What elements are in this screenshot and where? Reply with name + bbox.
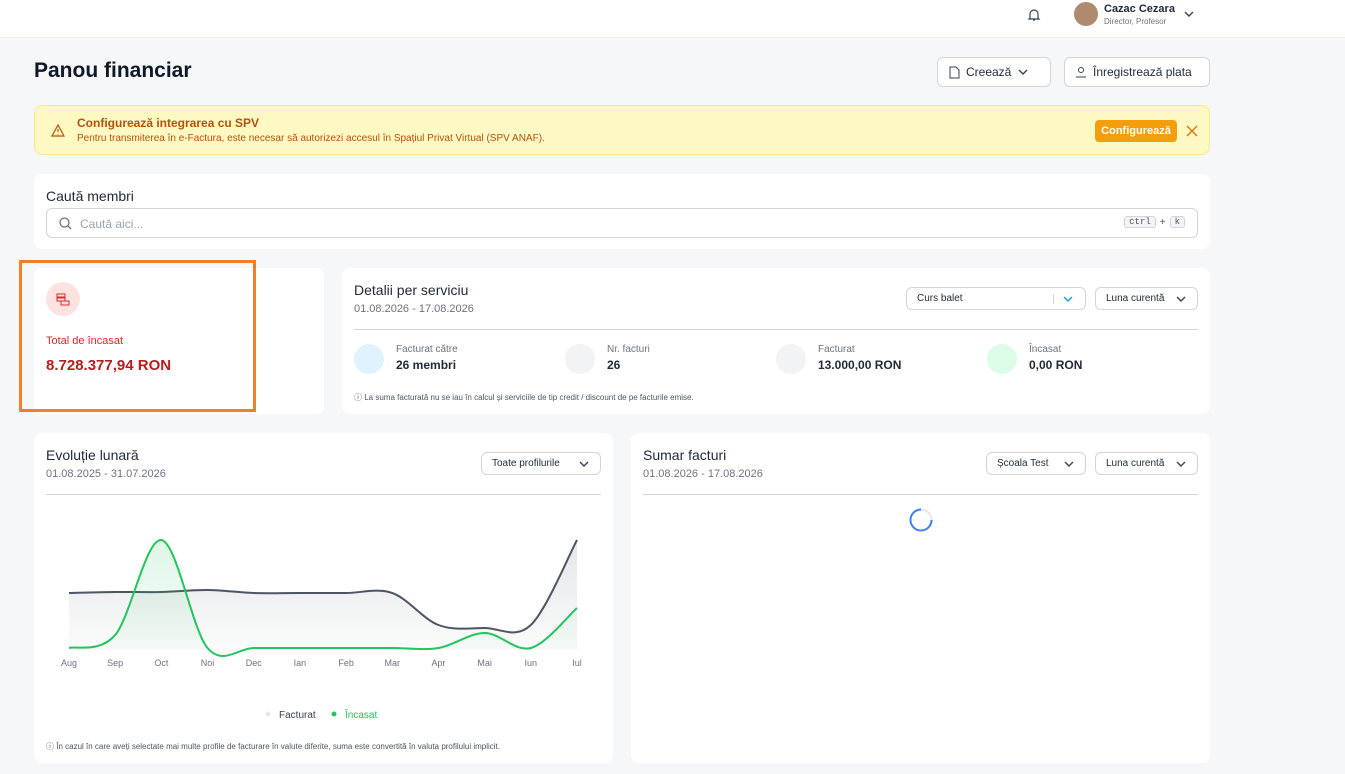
- create-button[interactable]: Creează: [937, 57, 1051, 87]
- note-text: La suma facturată nu se iau în calcul și…: [364, 393, 694, 402]
- period-select[interactable]: Luna curentă: [1095, 287, 1198, 310]
- line-chart: Aug Sep Oct Noi Dec Ian Feb Mar Apr Mai Iun Iul Fact…: [61, 539, 582, 721]
- spinner: [909, 508, 933, 532]
- period-select[interactable]: Luna curentă: [1095, 452, 1198, 475]
- plus: +: [1159, 216, 1166, 228]
- shortcut: ctrl + k: [1124, 216, 1185, 228]
- select-label: Curs balet: [917, 293, 963, 304]
- stat-value: 13.000,00 RON: [818, 358, 902, 372]
- stat-label: Facturat: [818, 344, 855, 355]
- invoice-summary-card: Sumar facturi 01.08.2026 - 17.08.2026 Șc…: [631, 433, 1210, 763]
- coins-icon: [46, 282, 80, 316]
- stat-value: 26: [607, 358, 621, 372]
- close-icon[interactable]: [1186, 125, 1198, 137]
- x-tick-label: Feb: [338, 658, 354, 668]
- search-card: Caută membri Caută aici... ctrl + k: [34, 174, 1210, 249]
- note: ⓘ La suma facturată nu se iau în calcul …: [354, 393, 694, 402]
- x-tick-label: Noi: [201, 658, 215, 668]
- configure-button[interactable]: Configurează: [1095, 120, 1177, 142]
- select-label: Școala Test: [997, 458, 1049, 469]
- stat-value: 26 membri: [396, 358, 457, 372]
- alert: Configurează integrarea cu SPV Pentru tr…: [34, 105, 1210, 155]
- x-tick-label: Ian: [294, 658, 307, 668]
- kbd: k: [1169, 216, 1185, 228]
- legend-dot: [331, 711, 337, 717]
- divider: [46, 494, 601, 495]
- kbd: ctrl: [1124, 216, 1156, 228]
- stat-label: Facturat către: [396, 344, 458, 355]
- total-card: Total de încasat 8.728.377,94 RON: [34, 268, 324, 414]
- card-title: Evoluție lunară: [46, 447, 139, 463]
- stat-value: 0,00 RON: [1029, 358, 1083, 372]
- stat-label: Încasat: [1029, 344, 1062, 355]
- x-tick-label: Oct: [154, 658, 169, 668]
- card-title: Sumar facturi: [643, 447, 727, 463]
- select-label: Luna curentă: [1106, 458, 1165, 469]
- x-tick-label: Iun: [525, 658, 538, 668]
- service-details-card: Detalii per serviciu 01.08.2026 - 17.08.…: [342, 268, 1210, 414]
- x-tick-label: Apr: [431, 658, 445, 668]
- x-tick-label: Dec: [246, 658, 263, 668]
- profile-select[interactable]: Toate profilurile: [481, 452, 601, 475]
- bell-icon[interactable]: [1026, 7, 1042, 23]
- alert-text: Pentru transmiterea în e-Factura, este n…: [77, 133, 545, 144]
- alert-title: Configurează integrarea cu SPV: [77, 116, 260, 130]
- stat-icon: [565, 344, 595, 374]
- topbar: Cazac Cezara Director, Profesor: [0, 0, 1345, 38]
- divider: [354, 329, 1198, 330]
- date-range: 01.08.2025 - 31.07.2026: [46, 468, 166, 480]
- user-role: Director, Profesor: [1104, 17, 1167, 26]
- note: ⓘ În cazul în care aveți selectate mai m…: [46, 742, 500, 751]
- note-text: În cazul în care aveți selectate mai mul…: [56, 742, 500, 751]
- search-placeholder: Caută aici...: [80, 217, 144, 231]
- stat-icon: [776, 344, 806, 374]
- school-select[interactable]: Școala Test: [986, 452, 1086, 475]
- legend-label: Încasat: [344, 708, 377, 721]
- warning-icon: [51, 124, 65, 137]
- x-tick-label: Sep: [107, 658, 123, 668]
- line: [68, 539, 578, 657]
- x-tick-label: Iul: [572, 658, 582, 668]
- button-label: Creează: [966, 65, 1012, 79]
- select-label: Luna curentă: [1106, 293, 1165, 304]
- select-label: Toate profilurile: [492, 458, 560, 469]
- chevron[interactable]: [1183, 9, 1195, 19]
- x-tick-label: Mai: [477, 658, 492, 668]
- card-title: Detalii per serviciu: [354, 282, 469, 298]
- legend-label: Facturat: [279, 710, 316, 721]
- area: [69, 539, 577, 656]
- highlight-box: [19, 260, 256, 412]
- x-tick-label: Mar: [385, 658, 401, 668]
- user-name: Cazac Cezara: [1104, 3, 1175, 15]
- button-label: Înregistrează plata: [1093, 65, 1192, 79]
- stat-label: Nr. facturi: [607, 344, 650, 355]
- date-range: 01.08.2026 - 17.08.2026: [643, 468, 763, 480]
- stat-icon: [987, 344, 1017, 374]
- stat-icon: [354, 344, 384, 374]
- legend-dot: [265, 711, 271, 717]
- date-range: 01.08.2026 - 17.08.2026: [354, 303, 474, 315]
- divider: [643, 494, 1198, 495]
- total-label: Total de încasat: [46, 335, 124, 347]
- page-title: Panou financiar: [34, 59, 192, 82]
- service-select[interactable]: Curs balet: [906, 287, 1086, 310]
- avatar[interactable]: [1074, 2, 1098, 26]
- search-input[interactable]: Caută aici... ctrl + k: [46, 208, 1198, 238]
- search-title: Caută membri: [46, 188, 134, 204]
- register-payment-button[interactable]: Înregistrează plata: [1064, 57, 1210, 87]
- x-tick-label: Aug: [61, 658, 77, 668]
- total-value: 8.728.377,94 RON: [46, 357, 172, 374]
